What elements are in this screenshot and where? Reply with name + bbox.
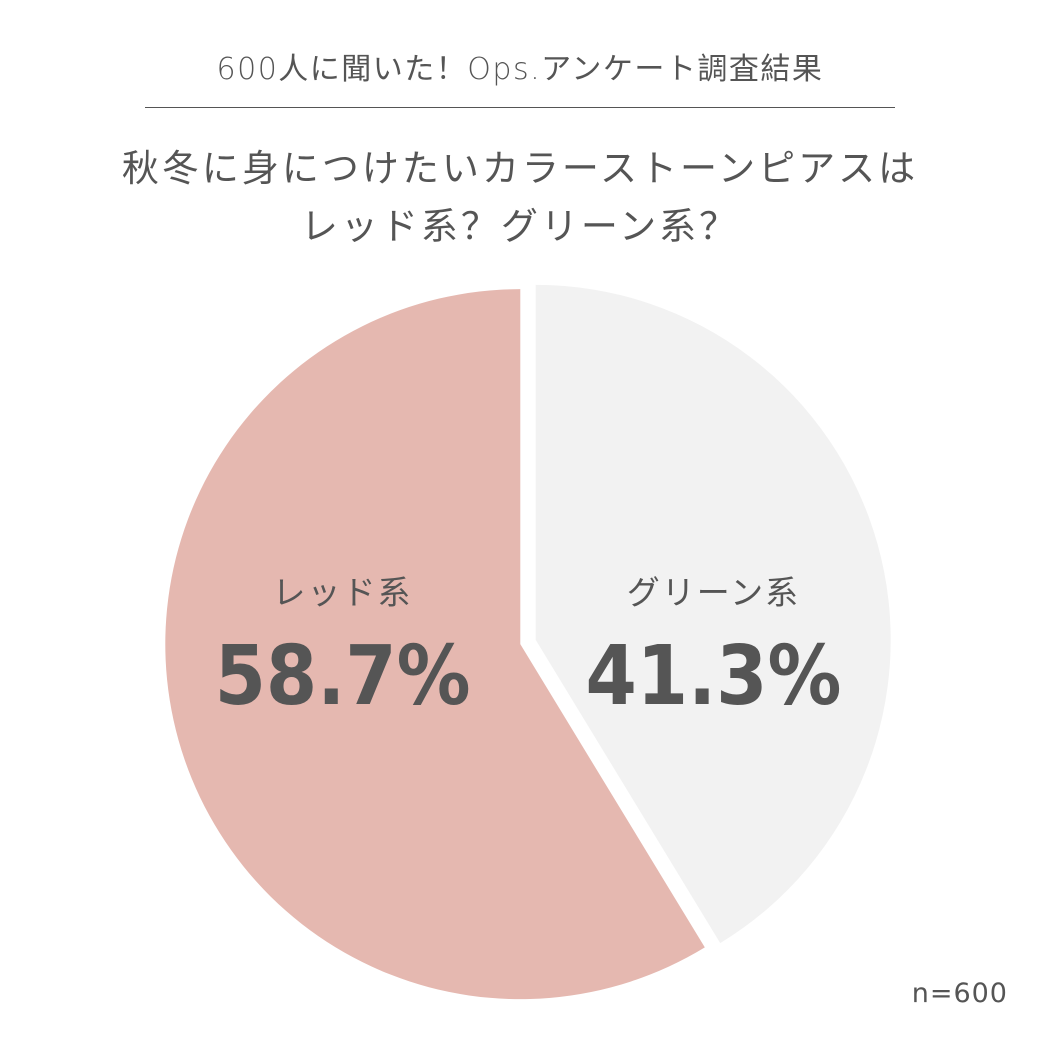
chart-title-line-2: レッド系？グリーン系？ — [300, 205, 740, 248]
pie-labels: グリーン系 41.3% レッド系 58.7% — [215, 573, 842, 724]
pie-slice-green — [535, 284, 891, 944]
survey-kicker: 600人に聞いた！Ops.アンケート調査結果 — [216, 52, 824, 87]
chart-title: 秋冬に身につけたいカラーストーンピアスは レッド系？グリーン系？ — [0, 140, 1040, 256]
kicker-divider — [145, 107, 895, 108]
slice-category-label-green: グリーン系 — [627, 573, 800, 612]
pie-slice-red — [165, 289, 705, 1000]
chart-title-line-1: 秋冬に身につけたいカラーストーンピアスは — [121, 147, 919, 190]
slice-value-label-green: 41.3% — [585, 629, 841, 724]
slice-value-label-red: 58.7% — [215, 629, 471, 724]
slice-category-label-red: レッド系 — [273, 573, 413, 612]
pie-slices — [165, 284, 891, 1000]
sample-size-note: n=600 — [911, 978, 1008, 1009]
